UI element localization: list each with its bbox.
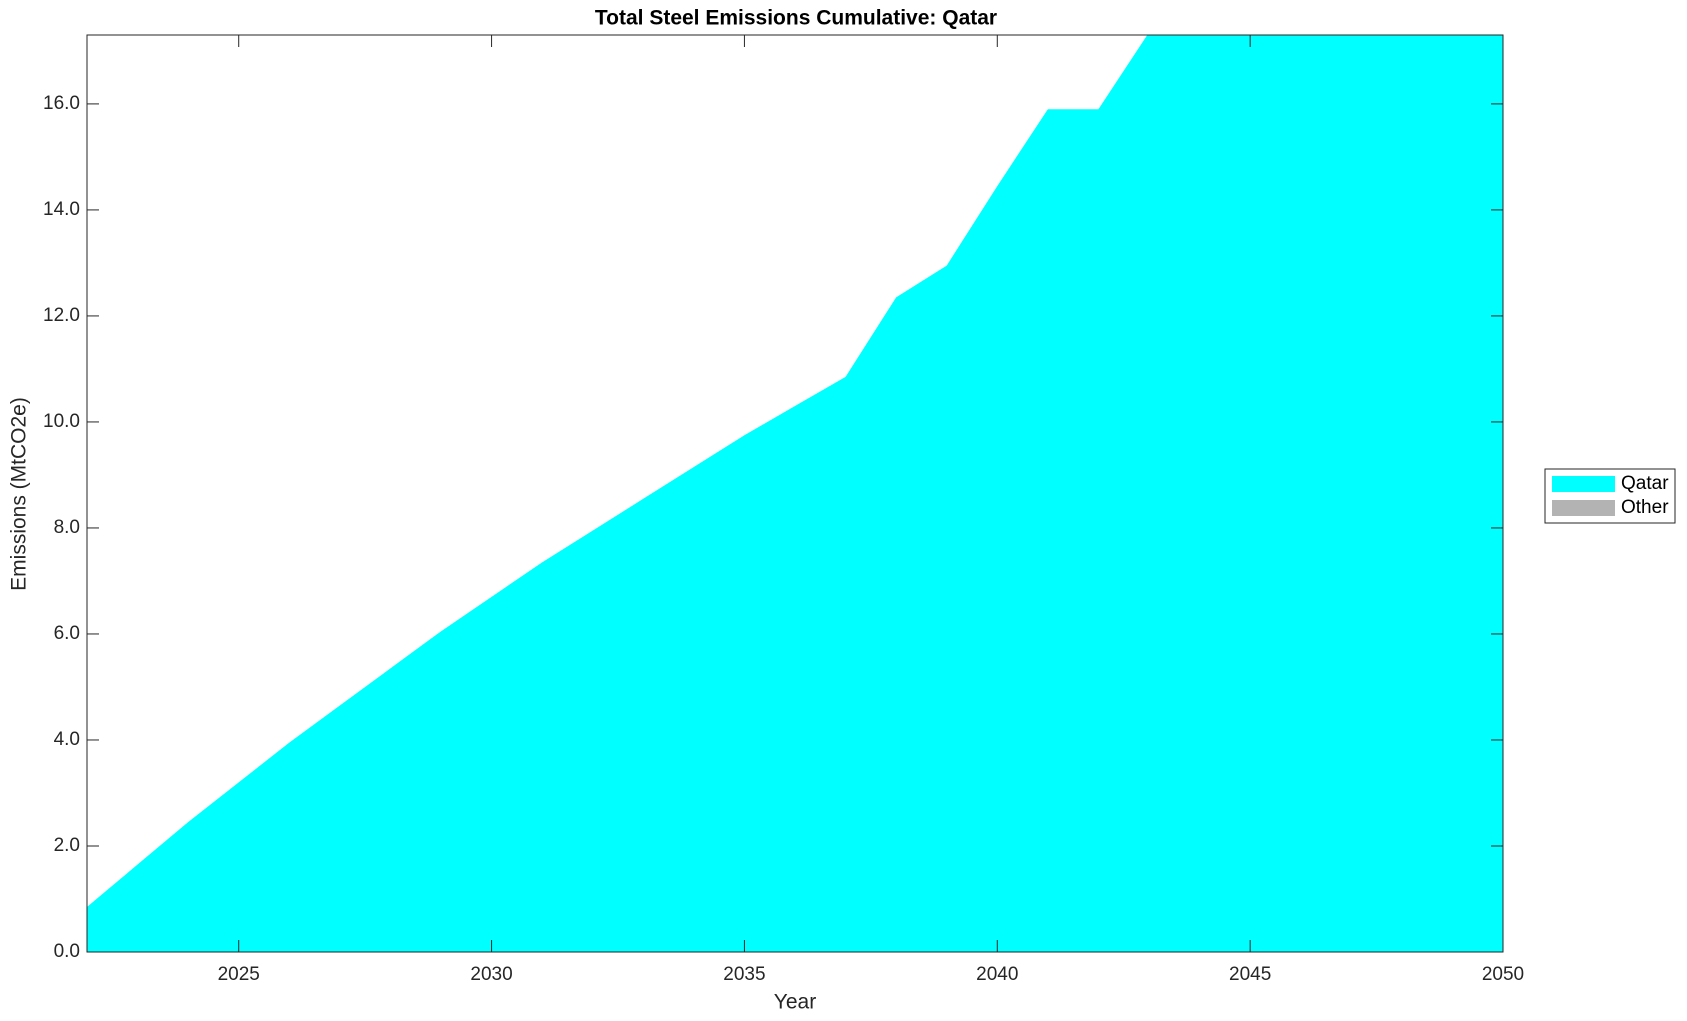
x-tick-label: 2040 [976, 964, 1018, 985]
y-tick-label: 6.0 [54, 623, 80, 644]
x-tick-label: 2045 [1229, 964, 1271, 985]
legend-swatch [1552, 476, 1615, 492]
y-tick-label: 8.0 [54, 517, 80, 538]
y-tick-label: 0.0 [54, 941, 80, 962]
x-axis-label: Year [774, 991, 816, 1014]
y-tick-label: 10.0 [43, 411, 80, 432]
x-tick-label: 2025 [218, 964, 260, 985]
plot-frame [86, 34, 1504, 953]
y-tick-label: 16.0 [43, 93, 80, 114]
plot-area [87, 35, 1503, 952]
area [87, 35, 1503, 952]
y-tick-label: 14.0 [43, 199, 80, 220]
y-axis-label: Emissions (MtCO2e) [8, 397, 31, 591]
legend-label: Qatar [1621, 473, 1669, 494]
x-tick-label: 2030 [470, 964, 512, 985]
y-tick-label: 12.0 [43, 305, 80, 326]
chart-title: Total Steel Emissions Cumulative: Qatar [595, 7, 997, 30]
legend-label: Other [1621, 497, 1669, 518]
x-tick-label: 2050 [1482, 964, 1524, 985]
x-tick-label: 2035 [723, 964, 765, 985]
legend-swatch [1552, 500, 1615, 516]
y-tick-label: 4.0 [54, 729, 80, 750]
y-tick-label: 2.0 [54, 835, 80, 856]
